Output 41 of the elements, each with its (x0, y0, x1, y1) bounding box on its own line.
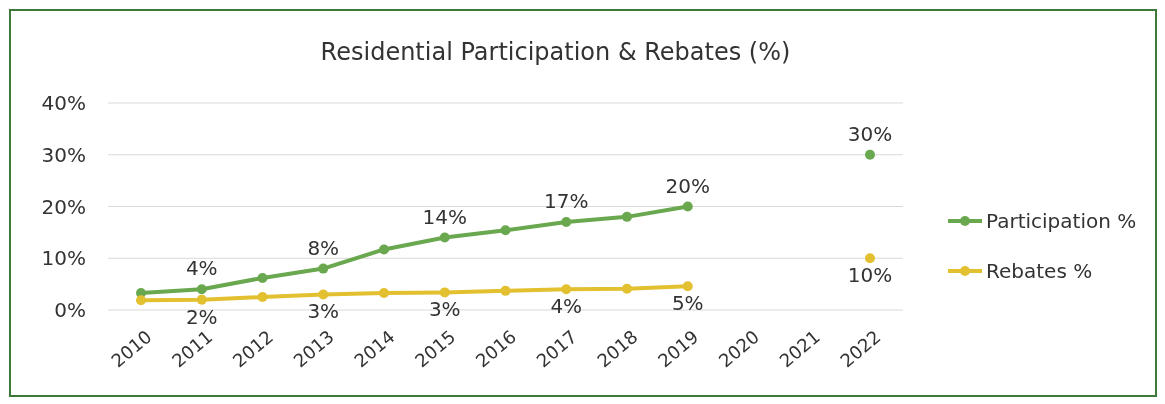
y-tick-label: 10% (41, 246, 86, 271)
data-label: 5% (671, 291, 704, 316)
point (500, 225, 511, 236)
legend-label: Rebates % (986, 259, 1093, 283)
point (136, 295, 146, 306)
point (500, 285, 511, 296)
data-label: 30% (847, 121, 893, 146)
point (561, 284, 572, 295)
point (379, 244, 389, 255)
y-tick-label: 0% (54, 298, 86, 322)
data-label: 3% (428, 297, 461, 322)
data-label: 14% (422, 204, 467, 229)
point (196, 294, 207, 305)
point (865, 253, 875, 264)
point (682, 201, 693, 212)
point (622, 283, 632, 294)
point (439, 287, 450, 298)
point (561, 217, 572, 228)
chart-title: Residential Participation & Rebates (%) (320, 38, 791, 66)
y-tick-label: 30% (41, 142, 86, 167)
point (257, 292, 268, 303)
y-tick-label: 20% (41, 194, 86, 219)
data-label: 20% (665, 173, 710, 198)
data-label: 8% (307, 235, 340, 260)
point (196, 284, 207, 295)
point (682, 281, 693, 292)
data-label: 17% (544, 189, 589, 214)
point (865, 149, 875, 160)
point (318, 263, 329, 274)
data-label: 4% (185, 256, 218, 281)
y-tick-label: 40% (41, 91, 86, 115)
legend-label: Participation % (986, 209, 1137, 233)
point (622, 211, 632, 222)
point (439, 232, 450, 243)
data-label: 4% (550, 294, 583, 319)
point (379, 287, 389, 298)
data-label: 10% (847, 263, 893, 288)
point (257, 272, 268, 283)
data-label: 3% (307, 299, 340, 324)
point (318, 289, 329, 300)
data-label: 2% (185, 304, 218, 329)
